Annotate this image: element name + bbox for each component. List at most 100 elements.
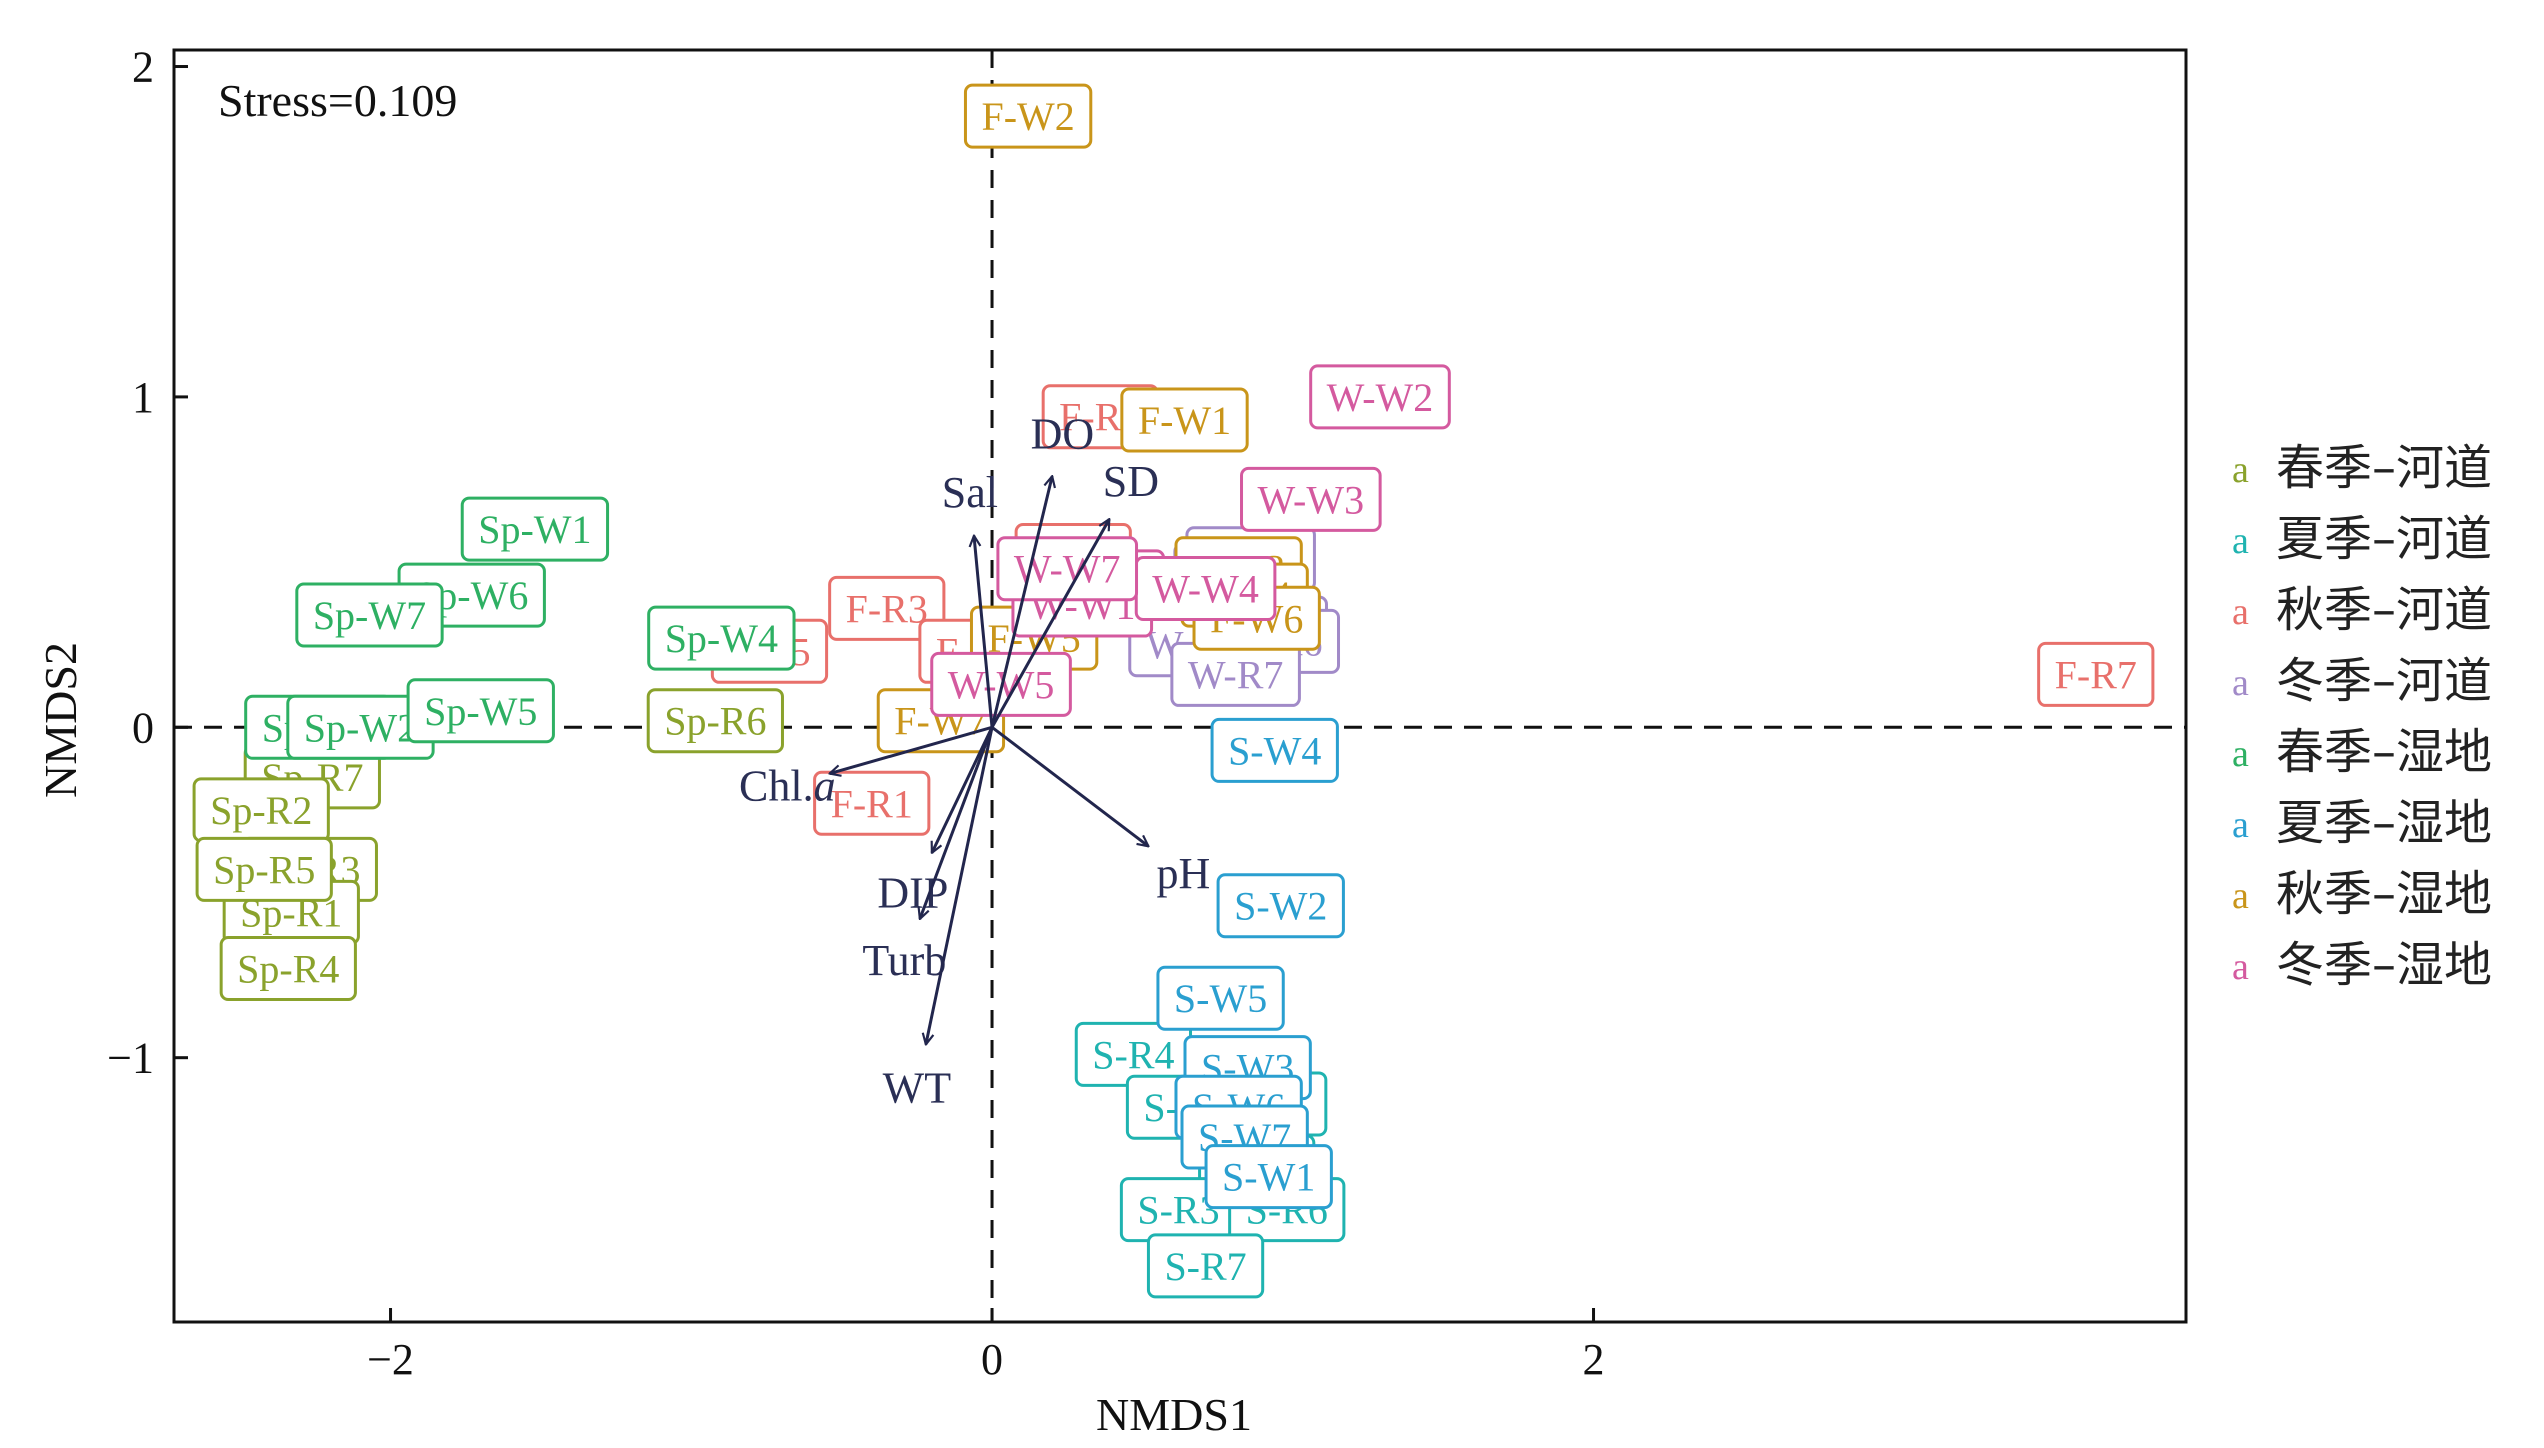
legend-label: 夏季–河道 [2276, 511, 2492, 567]
site-label-text: Sp-W4 [665, 616, 778, 661]
site-label-sp-w1: Sp-W1 [460, 496, 610, 562]
legend-marker: a [2232, 733, 2249, 775]
site-label-box [219, 935, 357, 1001]
site-label-text: W-W4 [1152, 567, 1259, 612]
site-label-s-r4: S-R4 [1074, 1021, 1193, 1087]
site-label-s-w5: S-W5 [1156, 965, 1285, 1031]
vector-arrow-sal [974, 536, 994, 728]
site-label-text: F-R1 [831, 781, 913, 826]
site-label-w-w4: W-W4 [1134, 556, 1277, 622]
legend-marker: a [2232, 804, 2249, 846]
legend-item: a 秋季–河道 [2232, 582, 2492, 638]
site-label-text: Sp-W7 [313, 593, 426, 638]
x-tick-label: 2 [1583, 1335, 1605, 1384]
site-label-box [1216, 873, 1345, 939]
axis-ticks: −2 0 2 −1 0 1 2 [107, 43, 1604, 1384]
legend-label: 冬季–湿地 [2276, 937, 2492, 993]
site-labels: Sp-R6Sp-R7Sp-R2Sp-R3Sp-R1Sp-R5Sp-R4S-R4S… [192, 83, 2155, 1299]
site-label-s-w2: S-W2 [1216, 873, 1345, 939]
site-label-s-w4: S-W4 [1210, 717, 1339, 783]
legend: a 春季–河道 a 夏季–河道 a 秋季–河道 a 冬季–河道 a 春季–湿地 a 夏季–湿地 a 秋季–… [2232, 440, 2492, 993]
site-label-box [647, 605, 796, 671]
site-label-w-r7: W-R7 [1170, 641, 1301, 707]
site-label-box [2037, 641, 2155, 707]
legend-label: 夏季–湿地 [2276, 795, 2492, 851]
site-label-text: S-R7 [1164, 1244, 1246, 1289]
site-label-box [646, 688, 784, 754]
site-label-sp-w2: Sp-W2 [286, 694, 435, 760]
site-label-box [963, 83, 1093, 149]
site-label-text: Sp-W1 [478, 507, 591, 552]
vector-arrow-turb [920, 726, 994, 919]
vector-label: Sal [942, 468, 998, 517]
legend-label: 秋季–湿地 [2276, 866, 2492, 922]
site-label-sp-w4: Sp-W4 [647, 605, 796, 671]
site-label-f-w2: F-W2 [963, 83, 1093, 149]
site-label-sp-r6: Sp-R6 [646, 688, 784, 754]
site-label-text: Sp-R5 [213, 847, 315, 892]
site-label-box [1156, 965, 1285, 1031]
site-label-box [295, 582, 444, 648]
site-label-sp-r4: Sp-R4 [219, 935, 357, 1001]
x-tick-label: 0 [981, 1335, 1003, 1384]
site-label-box [195, 836, 333, 902]
site-label-text: F-R3 [846, 586, 928, 631]
legend-label: 春季–河道 [2276, 440, 2492, 496]
site-label-box [1146, 1233, 1265, 1299]
x-axis-title: NMDS1 [1096, 1389, 1252, 1440]
legend-item: a 冬季–湿地 [2232, 937, 2492, 993]
plot-frame [172, 48, 2188, 1324]
site-label-box [1210, 717, 1339, 783]
vector-arrow-do [990, 476, 1052, 728]
site-label-box [1309, 364, 1451, 430]
legend-item: a 春季–湿地 [2232, 724, 2492, 780]
site-label-text: Sp-R6 [664, 699, 766, 744]
site-label-text: W-R7 [1188, 652, 1284, 697]
legend-marker: a [2232, 591, 2249, 633]
site-label-text: W-W3 [1258, 477, 1365, 522]
site-label-text: Sp-W5 [424, 689, 537, 734]
site-label-box [1240, 466, 1382, 532]
legend-marker: a [2232, 946, 2249, 988]
y-tick-label: −1 [107, 1034, 154, 1083]
legend-marker: a [2232, 875, 2249, 917]
site-label-s-r7: S-R7 [1146, 1233, 1265, 1299]
vector-label: Chl.a [739, 762, 836, 811]
site-label-f-r1: F-R1 [813, 770, 931, 836]
legend-item: a 秋季–湿地 [2232, 866, 2492, 922]
site-label-w-w2: W-W2 [1309, 364, 1451, 430]
x-tick-label: −2 [367, 1335, 414, 1384]
legend-item: a 冬季–河道 [2232, 653, 2492, 709]
y-tick-label: 2 [132, 43, 154, 92]
site-label-box [813, 770, 931, 836]
site-label-box [1120, 387, 1249, 453]
site-label-text: W-W2 [1327, 375, 1434, 420]
vector-arrow-sd [990, 519, 1111, 729]
site-label-text: Sp-W2 [304, 705, 417, 750]
site-label-w-w5: W-W5 [930, 651, 1072, 717]
legend-item: a 夏季–河道 [2232, 511, 2492, 567]
vector-arrow-ph [991, 726, 1148, 846]
y-tick-label: 0 [132, 703, 154, 752]
vector-label: SD [1103, 457, 1159, 506]
site-label-text: F-W2 [981, 94, 1074, 139]
legend-item: a 春季–河道 [2232, 440, 2492, 496]
site-label-box [406, 678, 555, 744]
legend-marker: a [2232, 449, 2249, 491]
vector-arrow-wt [926, 726, 994, 1044]
site-label-f-w1: F-W1 [1120, 387, 1249, 453]
y-axis-title: NMDS2 [35, 642, 86, 798]
vector-label: WT [883, 1064, 952, 1113]
vector-arrow-chla [830, 725, 993, 773]
legend-marker: a [2232, 662, 2249, 704]
site-label-sp-r5: Sp-R5 [195, 836, 333, 902]
vector-label: Turb [862, 936, 946, 985]
site-label-w-w7: W-W7 [996, 536, 1139, 602]
site-label-text: Sp-R4 [237, 946, 339, 991]
vector-label: pH [1157, 849, 1211, 898]
site-label-text: S-W5 [1174, 976, 1267, 1021]
site-label-box [460, 496, 610, 562]
legend-item: a 夏季–湿地 [2232, 795, 2492, 851]
